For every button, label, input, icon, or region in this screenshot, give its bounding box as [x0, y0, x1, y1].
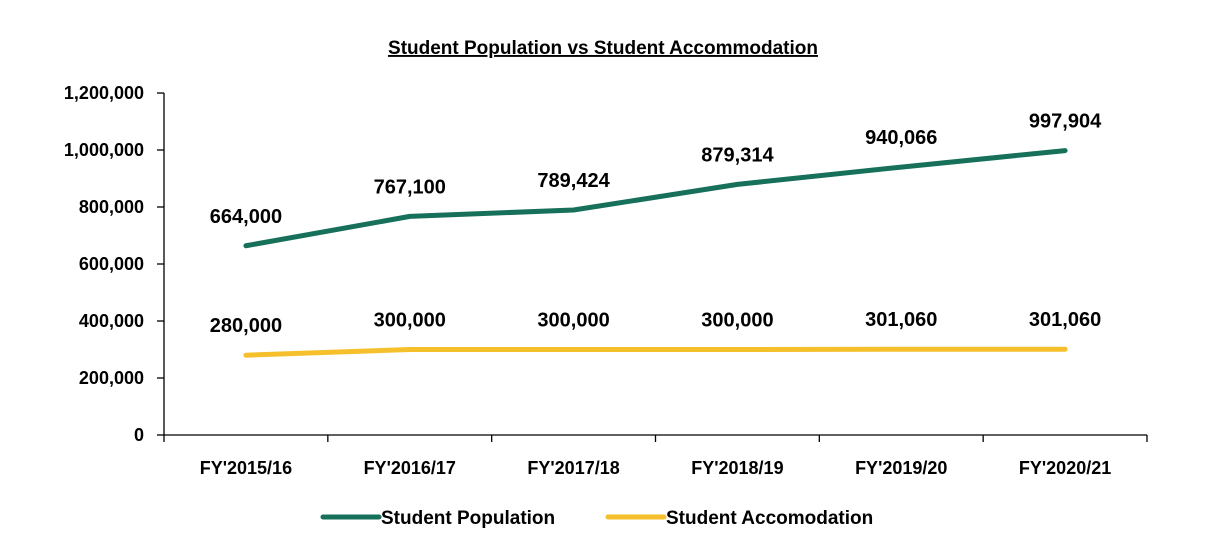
y-tick-label: 200,000 [79, 368, 144, 388]
data-label: 767,100 [374, 176, 446, 198]
data-label: 879,314 [701, 144, 774, 166]
data-label: 280,000 [210, 315, 282, 337]
chart-title: Student Population vs Student Accommodat… [388, 38, 818, 59]
data-label: 301,060 [1029, 309, 1101, 331]
data-label: 301,060 [865, 309, 937, 331]
y-tick-label: 1,000,000 [64, 140, 144, 160]
y-tick-label: 1,200,000 [64, 83, 144, 103]
y-tick-label: 600,000 [79, 254, 144, 274]
x-tick-label: FY'2017/18 [527, 458, 619, 478]
data-label: 664,000 [210, 206, 282, 228]
series-line-student-accomodation [243, 346, 1068, 358]
y-tick-label: 0 [134, 425, 144, 445]
data-label: 940,066 [865, 127, 937, 149]
x-tick-label: FY'2019/20 [855, 458, 947, 478]
series-lines [243, 148, 1068, 358]
series-line-student-population [243, 148, 1068, 249]
legend-label: Student Accomodation [666, 508, 873, 529]
data-label: 300,000 [374, 310, 446, 332]
data-label: 997,904 [1029, 111, 1102, 133]
data-labels: 664,000 767,100 789,424 879,314 940,066 997,9… [210, 111, 1102, 338]
data-label: 789,424 [537, 170, 610, 192]
y-tick-label: 400,000 [79, 311, 144, 331]
axes: 0 200,000 400,000 600,000 800,000 1,000,000 1,… [64, 83, 1148, 478]
legend-label: Student Population [381, 508, 555, 529]
y-tick-label: 800,000 [79, 197, 144, 217]
data-label: 300,000 [537, 310, 609, 332]
legend: Student Population Student Accomodation [320, 508, 873, 529]
x-tick-label: FY'2020/21 [1019, 458, 1111, 478]
data-label: 300,000 [701, 310, 773, 332]
x-tick-label: FY'2016/17 [364, 458, 456, 478]
x-tick-label: FY'2018/19 [691, 458, 783, 478]
x-tick-label: FY'2015/16 [200, 458, 292, 478]
